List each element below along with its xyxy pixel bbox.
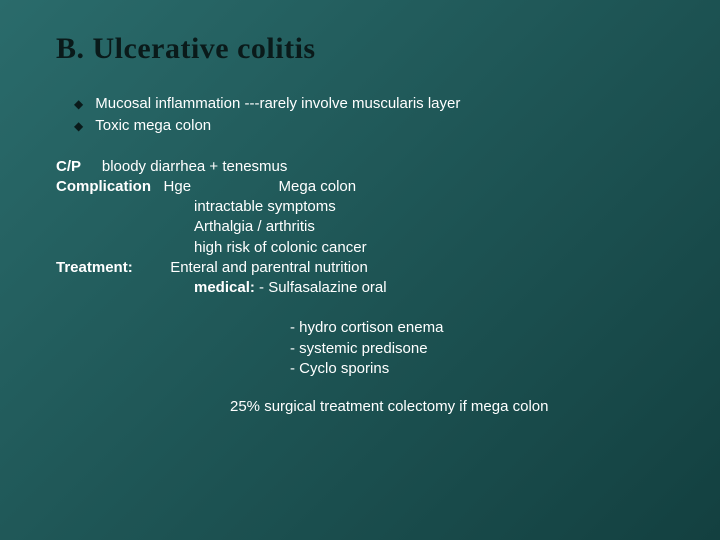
treatment-first: Enteral and parentral nutrition	[133, 258, 368, 278]
cp-value: bloody diarrhea + tenesmus	[81, 157, 287, 177]
slide: B. Ulcerative colitis ◆ Mucosal inflamma…	[0, 0, 720, 540]
treatment-medical-row: medical: - Sulfasalazine oral	[56, 278, 720, 298]
treatment-sub-line: - systemic predisone	[56, 339, 720, 359]
complication-line: high risk of colonic cancer	[56, 238, 720, 258]
treatment-medical-label: medical:	[194, 278, 255, 298]
complication-label: Complication	[56, 177, 151, 197]
content-block: C/P bloody diarrhea + tenesmus Complicat…	[56, 157, 720, 418]
treatment-label: Treatment:	[56, 258, 133, 278]
treatment-sub-line: - hydro cortison enema	[56, 318, 720, 338]
treatment-row: Treatment: Enteral and parentral nutriti…	[56, 258, 720, 278]
complication-first: Hge Mega colon	[151, 177, 356, 197]
diamond-icon: ◆	[74, 97, 83, 111]
cp-row: C/P bloody diarrhea + tenesmus	[56, 157, 720, 177]
treatment-medical-value: - Sulfasalazine oral	[255, 278, 387, 298]
treatment-sub-line: - Cyclo sporins	[56, 359, 720, 379]
bullet-text: Mucosal inflammation ---rarely involve m…	[95, 94, 460, 114]
complication-line: intractable symptoms	[56, 197, 720, 217]
cp-label: C/P	[56, 157, 81, 177]
bullet-item: ◆ Toxic mega colon	[74, 116, 720, 136]
slide-title: B. Ulcerative colitis	[56, 32, 720, 66]
diamond-icon: ◆	[74, 119, 83, 133]
bullet-item: ◆ Mucosal inflammation ---rarely involve…	[74, 94, 720, 114]
footer-line: 25% surgical treatment colectomy if mega…	[56, 397, 720, 417]
complication-row: Complication Hge Mega colon	[56, 177, 720, 197]
complication-line: Arthalgia / arthritis	[56, 217, 720, 237]
bullet-text: Toxic mega colon	[95, 116, 211, 136]
